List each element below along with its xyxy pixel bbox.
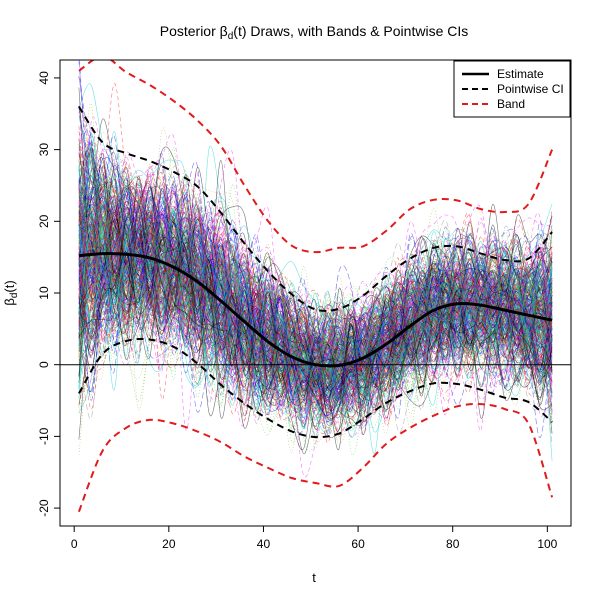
- posterior-draw-line: [78, 202, 553, 401]
- band-upper-line: [78, 60, 554, 254]
- posterior-draw-line: [78, 219, 553, 403]
- posterior-draw-line: [78, 269, 553, 437]
- posterior-draw-line: [78, 131, 553, 325]
- posterior-draw-line: [78, 240, 553, 478]
- posterior-draw-line: [78, 203, 553, 410]
- posterior-draw-line: [78, 170, 553, 376]
- chart-title: Posterior βd(t) Draws, with Bands & Poin…: [160, 23, 469, 42]
- posterior-draw-line: [78, 188, 553, 382]
- posterior-draw-line: [78, 181, 553, 360]
- y-tick-label: 40: [37, 71, 51, 85]
- legend-label-band: Band: [497, 97, 525, 111]
- posterior-draw-line: [78, 239, 553, 435]
- posterior-draw-line: [78, 142, 553, 372]
- y-axis: -20 -10 0 10 20 30 40: [37, 71, 61, 517]
- x-tick-label: 80: [446, 537, 460, 551]
- posterior-draw-line: [78, 226, 553, 402]
- y-axis-title: βd(t): [2, 280, 20, 305]
- legend-label-estimate: Estimate: [497, 67, 544, 81]
- posterior-draw-line: [78, 299, 553, 455]
- posterior-draw-line: [78, 172, 553, 413]
- legend: Estimate Pointwise CI Band: [453, 60, 571, 118]
- y-tick-label: -20: [37, 499, 51, 517]
- posterior-draw-line: [78, 153, 553, 362]
- posterior-draw-line: [78, 247, 553, 410]
- posterior-draw-line: [78, 138, 553, 382]
- posterior-draw-line: [78, 178, 553, 377]
- posterior-draw-line: [78, 205, 553, 397]
- posterior-draw-line: [78, 248, 553, 425]
- main-series: [77, 60, 554, 513]
- posterior-draw-line: [78, 243, 553, 455]
- posterior-draw-line: [78, 213, 553, 449]
- posterior-draw-line: [78, 182, 553, 403]
- posterior-draw-line: [78, 231, 553, 445]
- posterior-draw-line: [78, 198, 553, 387]
- x-tick-label: 60: [351, 537, 365, 551]
- pointwise-ci-lower-line: [78, 337, 553, 439]
- y-tick-label: 20: [37, 214, 51, 228]
- posterior-draw-line: [78, 157, 553, 370]
- x-axis: 0 20 40 60 80 100: [71, 525, 558, 551]
- posterior-draw-line: [78, 145, 553, 391]
- posterior-draw-line: [78, 172, 553, 387]
- posterior-draw-line: [78, 230, 553, 424]
- posterior-draw-line: [78, 209, 553, 398]
- estimate-line: [78, 251, 553, 368]
- posterior-draw-line: [78, 227, 553, 398]
- posterior-draw-line: [78, 112, 553, 391]
- x-tick-label: 40: [257, 537, 271, 551]
- posterior-draw-line: [78, 226, 553, 404]
- posterior-draw-line: [78, 231, 553, 413]
- band-lower-line: [77, 402, 554, 513]
- pointwise-ci-upper-line: [78, 106, 553, 312]
- posterior-draw-line: [78, 132, 553, 338]
- y-tick-label: -10: [37, 427, 51, 445]
- posterior-draw-line: [78, 207, 553, 380]
- y-tick-label: 30: [37, 143, 51, 157]
- posterior-draw-line: [78, 195, 553, 377]
- posterior-draw-line: [78, 196, 553, 376]
- posterior-draw-line: [78, 202, 553, 424]
- x-tick-label: 0: [71, 537, 78, 551]
- legend-label-pointwise-ci: Pointwise CI: [497, 82, 564, 96]
- posterior-draw-line: [78, 208, 553, 401]
- posterior-draw-line: [78, 118, 553, 389]
- posterior-draw-line: [78, 191, 553, 392]
- posterior-draw-line: [78, 228, 553, 416]
- y-tick-label: 0: [37, 361, 51, 368]
- x-axis-title: t: [312, 570, 316, 585]
- posterior-draw-line: [78, 251, 553, 423]
- posterior-draw-line: [78, 154, 553, 398]
- posterior-draw-line: [78, 219, 553, 394]
- posterior-draws: [78, 60, 553, 478]
- posterior-draw-line: [78, 193, 553, 397]
- posterior-draw-line: [78, 108, 553, 366]
- posterior-draw-line: [78, 210, 553, 429]
- posterior-draw-line: [78, 203, 553, 424]
- posterior-draw-line: [78, 176, 553, 408]
- posterior-draw-line: [78, 232, 553, 426]
- posterior-draw-line: [78, 185, 553, 424]
- posterior-draw-line: [78, 226, 553, 423]
- posterior-draw-line: [78, 159, 553, 394]
- posterior-draw-line: [78, 192, 553, 390]
- posterior-draw-line: [78, 190, 553, 418]
- x-tick-label: 20: [162, 537, 176, 551]
- posterior-draw-line: [78, 189, 553, 403]
- posterior-draw-line: [78, 182, 553, 396]
- posterior-draw-line: [78, 174, 553, 393]
- posterior-draw-line: [78, 214, 553, 386]
- posterior-draw-line: [78, 263, 553, 398]
- posterior-draw-line: [78, 167, 553, 362]
- posterior-draw-line: [78, 163, 553, 376]
- x-tick-label: 100: [537, 537, 557, 551]
- y-tick-label: 10: [37, 286, 51, 300]
